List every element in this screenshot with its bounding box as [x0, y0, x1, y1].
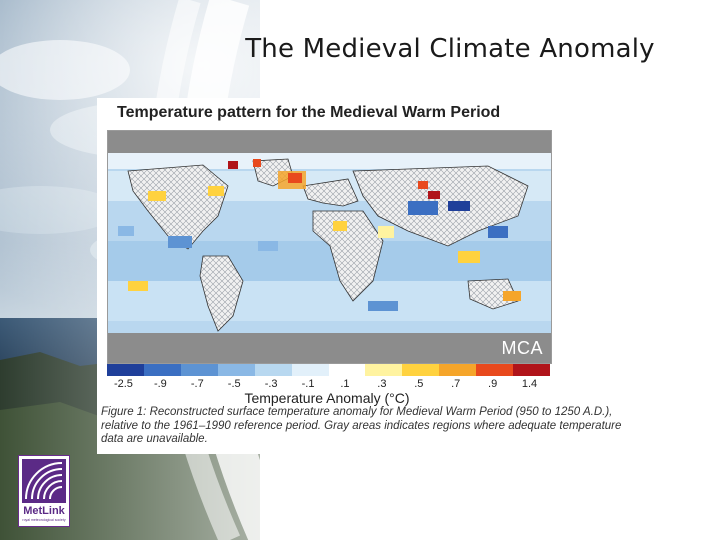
color-scale-tick: -.9 [153, 378, 167, 390]
color-scale-swatch [439, 364, 477, 376]
map-label: MCA [501, 338, 543, 358]
logo-tagline: royal meteorological society [22, 518, 66, 522]
color-scale-tick: 1.4 [521, 378, 538, 390]
color-scale-swatch [328, 364, 366, 376]
metlink-logo: MetLink royal meteorological society [18, 455, 70, 527]
color-scale-tick: .1 [340, 378, 350, 390]
color-scale-tick: .5 [414, 378, 424, 390]
temperature-anomaly-map: MCA [107, 130, 552, 364]
slide-title: The Medieval Climate Anomaly [245, 34, 655, 64]
color-scale-tick: -.3 [264, 378, 278, 390]
color-scale-swatch [291, 364, 329, 376]
color-scale-bar [107, 364, 551, 376]
color-scale-label: Temperature Anomaly (°C) [244, 390, 410, 406]
color-scale-swatch [513, 364, 551, 376]
color-scale-tick: .3 [377, 378, 387, 390]
color-scale-swatch [476, 364, 514, 376]
color-scale-swatch [180, 364, 218, 376]
color-scale-tick: .9 [488, 378, 498, 390]
color-scale-swatch [402, 364, 440, 376]
color-scale-tick: -.5 [227, 378, 241, 390]
figure-panel: Temperature pattern for the Medieval War… [97, 98, 628, 454]
color-scale-swatch [217, 364, 255, 376]
metlink-emblem-icon [22, 459, 66, 503]
color-scale-tick: -2.5 [113, 378, 133, 390]
color-scale-swatch [365, 364, 403, 376]
color-scale-tick: -.7 [190, 378, 204, 390]
color-scale-ticks: -2.5 -.9 -.7 -.5 -.3 -.1 .1 .3 .5 .7 .9 1.4 [97, 378, 567, 392]
color-scale-tick: -.1 [301, 378, 315, 390]
color-scale-swatch [143, 364, 181, 376]
color-scale-swatch [107, 364, 144, 376]
color-scale-swatch [254, 364, 292, 376]
color-scale-tick: .7 [451, 378, 461, 390]
figure-title: Temperature pattern for the Medieval War… [117, 104, 501, 121]
world-map-graphic [108, 131, 551, 363]
figure-caption: Figure 1: Reconstructed surface temperat… [101, 406, 622, 445]
logo-name: MetLink [23, 505, 65, 517]
